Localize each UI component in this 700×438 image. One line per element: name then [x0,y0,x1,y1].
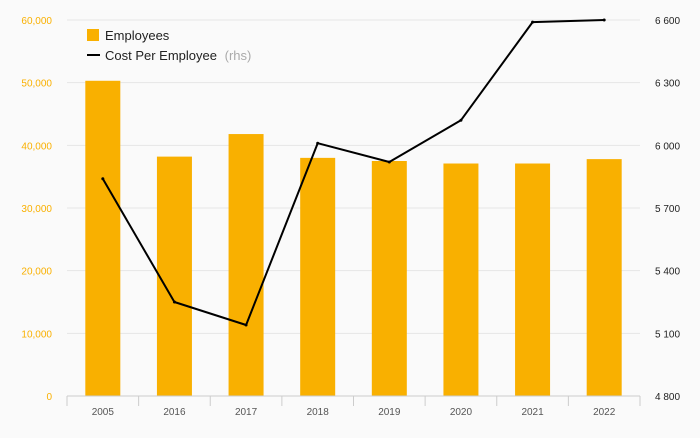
bar-employees-2018[interactable] [300,157,336,396]
category-label: 2021 [521,407,544,418]
point-cost-per-employee-2019[interactable] [387,160,391,164]
point-cost-per-employee-2017[interactable] [244,323,248,327]
point-cost-per-employee-2018[interactable] [316,141,320,145]
category-label: 2022 [593,407,616,418]
left-axis-tick-label: 20,000 [21,267,52,278]
bar-employees-2021[interactable] [515,163,551,396]
right-axis-tick-label: 6 000 [655,141,680,152]
point-cost-per-employee-2005[interactable] [101,177,105,181]
legend-label-employees[interactable]: Employees [105,28,170,43]
category-label: 2020 [450,407,473,418]
right-axis-tick-label: 4 800 [655,392,680,403]
point-cost-per-employee-2020[interactable] [459,118,463,122]
left-axis-tick-label: 0 [46,392,52,403]
bar-employees-2020[interactable] [443,163,479,396]
right-axis-tick-label: 5 100 [655,329,680,340]
legend: Employees Cost Per Employee (rhs) [87,28,251,63]
left-axis-tick-label: 40,000 [21,141,52,152]
line-series [101,18,606,327]
left-axis-tick-label: 50,000 [21,79,52,90]
point-cost-per-employee-2022[interactable] [602,18,606,22]
category-label: 2018 [307,407,330,418]
bar-employees-2017[interactable] [228,134,264,396]
left-axis-tick-label: 30,000 [21,204,52,215]
line-cost-per-employee[interactable] [101,19,605,326]
left-axis-tick-label: 10,000 [21,329,52,340]
bar-series [85,80,622,396]
bar-employees-2016[interactable] [156,156,192,396]
right-axis-tick-label: 6 300 [655,79,680,90]
axes: 0 10,000 20,000 30,000 40,000 50,000 60,000 4 8… [21,16,680,418]
right-axis-tick-label: 5 400 [655,267,680,278]
legend-label-cost-per-employee[interactable]: Cost Per Employee (rhs) [105,48,251,63]
category-label: 2016 [163,407,186,418]
legend-swatch-employees[interactable] [87,29,99,41]
bar-employees-2005[interactable] [85,80,121,396]
category-label: 2005 [92,407,115,418]
bar-employees-2019[interactable] [371,161,407,396]
point-cost-per-employee-2016[interactable] [172,300,176,304]
right-axis-tick-label: 5 700 [655,204,680,215]
legend-label-rhs-suffix: (rhs) [225,48,252,63]
point-cost-per-employee-2021[interactable] [531,20,535,24]
bar-employees-2022[interactable] [586,159,622,396]
grid-lines [67,19,640,334]
category-label: 2019 [378,407,401,418]
right-axis-tick-label: 6 600 [655,16,680,27]
left-axis-tick-label: 60,000 [21,16,52,27]
legend-label-cost-text: Cost Per Employee [105,48,217,63]
category-label: 2017 [235,407,258,418]
